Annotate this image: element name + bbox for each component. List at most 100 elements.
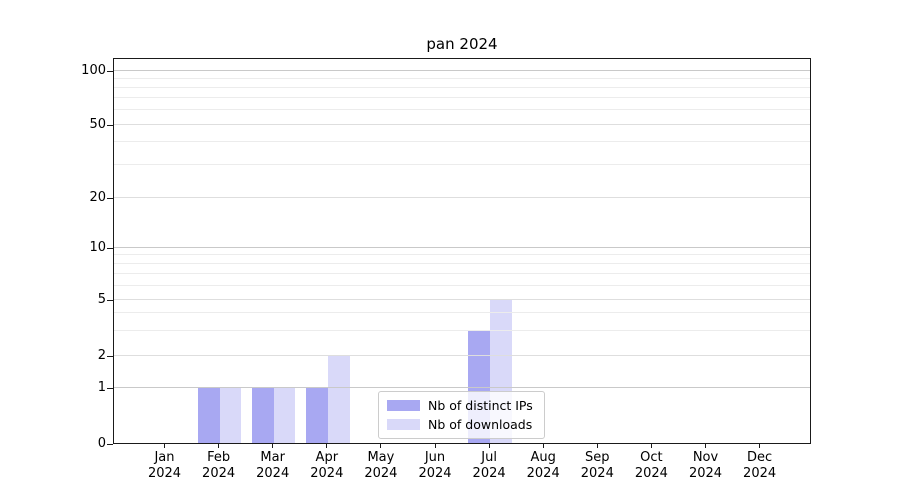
gridline-50 [114, 123, 810, 125]
y-tick-mark-0 [107, 443, 113, 445]
gridline-8 [114, 263, 810, 265]
x-tick-mark-sep [596, 444, 598, 448]
y-tick-label-1: 1 [97, 380, 106, 395]
gridline-100 [114, 69, 810, 71]
x-tick-label-mar: Mar 2024 [241, 450, 305, 481]
x-tick-month: Jul [481, 450, 497, 465]
x-tick-label-nov: Nov 2024 [674, 450, 738, 481]
x-tick-label-sep: Sep 2024 [565, 450, 629, 481]
legend-swatch-downloads [387, 419, 420, 430]
x-tick-year: 2024 [147, 465, 182, 481]
gridline-1 [114, 386, 810, 388]
y-tick-mark-20 [107, 197, 113, 199]
x-tick-month: Nov [692, 450, 719, 465]
gridline-10 [114, 246, 810, 248]
y-tick-mark-5 [107, 299, 113, 301]
gridline-6 [114, 284, 810, 286]
x-tick-month: May [367, 450, 395, 465]
x-tick-year: 2024 [634, 465, 668, 481]
legend: Nb of distinct IPs Nb of downloads [378, 391, 545, 439]
x-tick-mark-mar [272, 444, 274, 448]
bar-distinct-ips-mar [251, 387, 274, 443]
y-tick-mark-1 [107, 387, 113, 389]
gridline-20 [114, 196, 810, 198]
x-tick-label-jun: Jun 2024 [403, 450, 467, 481]
bar-downloads-mar [273, 387, 296, 443]
grid-layer [114, 59, 810, 443]
gridline-9 [114, 254, 810, 256]
y-tick-label-5: 5 [97, 292, 106, 307]
legend-item-downloads: Nb of downloads [387, 415, 536, 434]
bar-distinct-ips-feb [197, 387, 220, 443]
x-tick-mark-apr [326, 444, 328, 448]
x-tick-label-oct: Oct 2024 [619, 450, 683, 481]
x-tick-mark-aug [542, 444, 544, 448]
x-tick-year: 2024 [202, 465, 236, 481]
x-tick-mark-nov [705, 444, 706, 448]
y-tick-mark-100 [107, 70, 113, 72]
x-tick-year: 2024 [310, 465, 344, 481]
x-tick-month: Oct [640, 450, 663, 465]
x-tick-label-aug: Aug 2024 [511, 450, 575, 481]
gridline-90 [114, 77, 810, 79]
y-tick-mark-10 [107, 247, 113, 249]
gridline-7 [114, 273, 810, 275]
gridline-2 [114, 354, 810, 356]
y-tick-mark-2 [107, 355, 113, 357]
legend-label-distinct-ips: Nb of distinct IPs [428, 398, 533, 413]
x-tick-mark-dec [759, 444, 761, 448]
y-tick-label-100: 100 [81, 63, 106, 78]
y-tick-label-50: 50 [89, 117, 106, 132]
y-tick-mark-50 [107, 124, 113, 126]
x-tick-year: 2024 [256, 465, 290, 481]
x-tick-year: 2024 [688, 465, 723, 481]
x-tick-month: Jan [154, 450, 175, 465]
x-tick-mark-feb [218, 444, 220, 448]
gridline-5 [114, 298, 810, 300]
x-tick-month: Aug [530, 450, 556, 465]
x-tick-label-may: May 2024 [349, 450, 413, 481]
x-tick-mark-jun [434, 444, 436, 448]
x-tick-month: Jun [424, 450, 446, 465]
gridline-80 [114, 86, 810, 88]
x-tick-month: Sep [585, 450, 610, 465]
x-tick-month: Mar [260, 450, 285, 465]
x-tick-mark-may [380, 444, 382, 448]
gridline-60 [114, 109, 810, 111]
x-tick-label-feb: Feb 2024 [187, 450, 251, 481]
x-tick-label-jul: Jul 2024 [457, 450, 521, 481]
gridline-70 [114, 97, 810, 99]
bar-downloads-feb [219, 387, 242, 443]
x-tick-month: Apr [315, 450, 339, 465]
y-tick-label-20: 20 [89, 190, 106, 205]
chart-title: pan 2024 [426, 35, 498, 53]
legend-label-downloads: Nb of downloads [428, 417, 533, 432]
x-tick-mark-jan [164, 444, 165, 448]
y-tick-label-10: 10 [89, 240, 106, 255]
x-tick-year: 2024 [743, 465, 777, 481]
x-tick-year: 2024 [472, 465, 506, 481]
bar-downloads-apr [327, 355, 350, 443]
x-tick-label-jan: Jan 2024 [133, 450, 197, 481]
y-tick-label-0: 0 [97, 436, 106, 451]
x-tick-year: 2024 [526, 465, 560, 481]
bar-distinct-ips-apr [306, 387, 328, 443]
legend-swatch-distinct-ips [387, 400, 420, 411]
plot-area: Nb of distinct IPs Nb of downloads [113, 58, 811, 444]
x-tick-label-apr: Apr 2024 [295, 450, 359, 481]
x-tick-label-dec: Dec 2024 [728, 450, 792, 481]
gridline-40 [114, 141, 810, 143]
gridline-30 [114, 164, 810, 166]
y-tick-label-2: 2 [97, 348, 106, 363]
x-tick-year: 2024 [580, 465, 614, 481]
x-tick-mark-oct [650, 444, 652, 448]
x-tick-month: Feb [207, 450, 231, 465]
x-tick-month: Dec [747, 450, 773, 465]
gridline-4 [114, 312, 810, 314]
legend-item-distinct-ips: Nb of distinct IPs [387, 396, 536, 415]
gridline-3 [114, 329, 810, 331]
x-tick-mark-jul [488, 444, 490, 448]
x-tick-year: 2024 [418, 465, 452, 481]
x-tick-year: 2024 [364, 465, 398, 481]
